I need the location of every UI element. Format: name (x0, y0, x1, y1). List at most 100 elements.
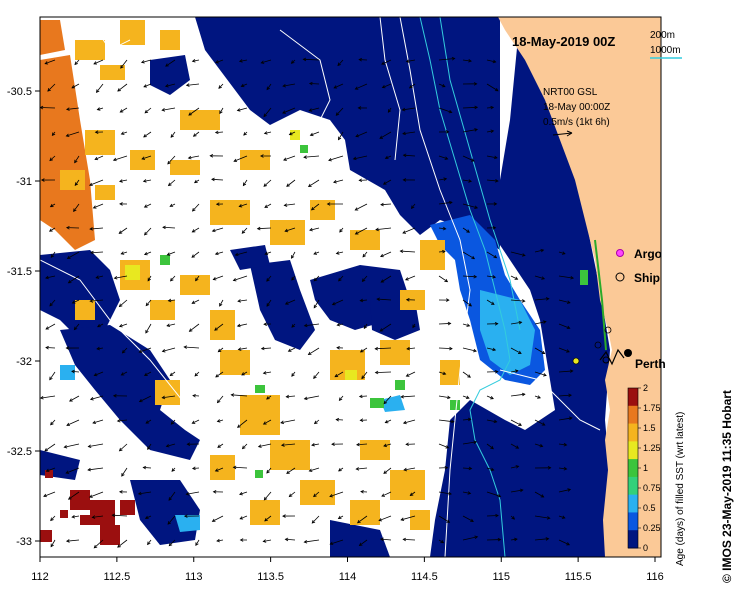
colorbar-segment (628, 476, 638, 496)
map-plot-area (40, 17, 661, 557)
current-arrow (215, 131, 224, 133)
current-arrow (263, 371, 272, 374)
current-arrow (308, 347, 320, 355)
current-arrow (97, 107, 104, 111)
current-arrow (212, 227, 224, 232)
current-arrow (233, 155, 248, 162)
current-arrow (360, 347, 368, 353)
current-arrow (170, 131, 176, 138)
current-arrow (534, 347, 545, 354)
colorbar-segment (628, 388, 638, 407)
current-arrow (510, 299, 525, 302)
current-arrow (238, 347, 248, 350)
x-tick-label: 113 (185, 571, 203, 583)
current-arrow (195, 539, 200, 546)
current-arrow (143, 467, 152, 469)
current-arrow (184, 346, 200, 349)
current-arrow (96, 347, 104, 350)
current-arrow (97, 323, 104, 328)
current-arrow (402, 131, 416, 135)
current-arrow (92, 419, 104, 424)
x-tick-label: 113.5 (257, 571, 284, 583)
current-arrow (242, 443, 248, 449)
current-arrow (239, 203, 248, 207)
isobath-1000m (40, 17, 601, 557)
current-arrow (379, 323, 392, 332)
current-arrow (50, 251, 56, 258)
x-tick-label: 112 (31, 571, 49, 583)
current-arrow (309, 107, 320, 111)
current-arrow (438, 539, 444, 544)
current-arrow (486, 59, 496, 63)
current-arrow (121, 371, 128, 376)
current-arrow (359, 539, 368, 546)
current-arrow (401, 395, 416, 398)
current-arrow (165, 83, 176, 87)
land-mass (498, 17, 661, 557)
current-arrow (266, 467, 272, 474)
current-arrow (186, 83, 200, 86)
current-arrow (49, 371, 56, 380)
current-arrow (93, 539, 104, 549)
current-arrow (145, 323, 152, 334)
current-arrow (438, 323, 451, 325)
current-arrow (165, 59, 176, 67)
current-arrow (139, 395, 152, 402)
current-arrow (121, 251, 128, 255)
current-arrow (332, 299, 344, 306)
current-arrow (93, 203, 104, 209)
current-arrow (558, 515, 565, 519)
current-arrow (284, 203, 296, 206)
ship-label: Ship (634, 271, 660, 285)
current-arrow (119, 443, 128, 452)
current-arrow (90, 299, 104, 302)
current-arrow (218, 83, 224, 89)
current-arrow (282, 107, 296, 114)
current-arrow (90, 395, 104, 400)
current-arrow (362, 251, 368, 258)
current-arrow (510, 251, 526, 256)
current-arrow (534, 321, 546, 325)
current-arrow (65, 467, 80, 474)
current-arrow (375, 371, 392, 374)
old-age-regions (40, 20, 588, 545)
current-arrow (282, 83, 296, 87)
current-arrow (264, 203, 272, 208)
current-arrow (71, 83, 80, 89)
colorbar-segment (628, 441, 638, 460)
current-arrow (237, 107, 248, 111)
current-arrow (167, 155, 176, 165)
isobath-1000-label: 1000m (650, 45, 681, 56)
x-tick-label: 114 (339, 571, 357, 583)
current-arrow (241, 83, 248, 87)
current-arrow (558, 417, 572, 421)
current-arrow (167, 251, 176, 256)
current-arrow (462, 203, 478, 209)
current-arrow (409, 83, 416, 89)
current-arrow (219, 299, 224, 307)
current-arrow (357, 515, 368, 524)
current-arrow (361, 371, 368, 379)
current-arrow (117, 83, 128, 92)
current-arrow (510, 489, 523, 493)
current-arrow (438, 515, 450, 523)
current-arrow (217, 443, 224, 448)
map-title: 18-May-2019 00Z (512, 34, 615, 49)
current-arrow (400, 250, 416, 253)
current-arrow (195, 275, 200, 281)
current-arrow (338, 515, 344, 519)
current-arrow (144, 203, 152, 208)
current-arrow (486, 443, 494, 450)
current-arrow (212, 515, 224, 522)
current-arrow (377, 298, 392, 301)
current-arrow (168, 179, 176, 186)
current-arrow (402, 227, 416, 234)
current-arrow (50, 419, 56, 426)
current-arrow (309, 83, 320, 85)
current-arrow (144, 371, 152, 376)
credit-text: © IMOS 23-May-2019 11:35 Hobart (720, 390, 734, 583)
current-arrow (510, 393, 525, 397)
current-arrow (215, 59, 224, 63)
current-arrow (192, 419, 200, 424)
x-tick-label: 112.5 (104, 571, 131, 583)
